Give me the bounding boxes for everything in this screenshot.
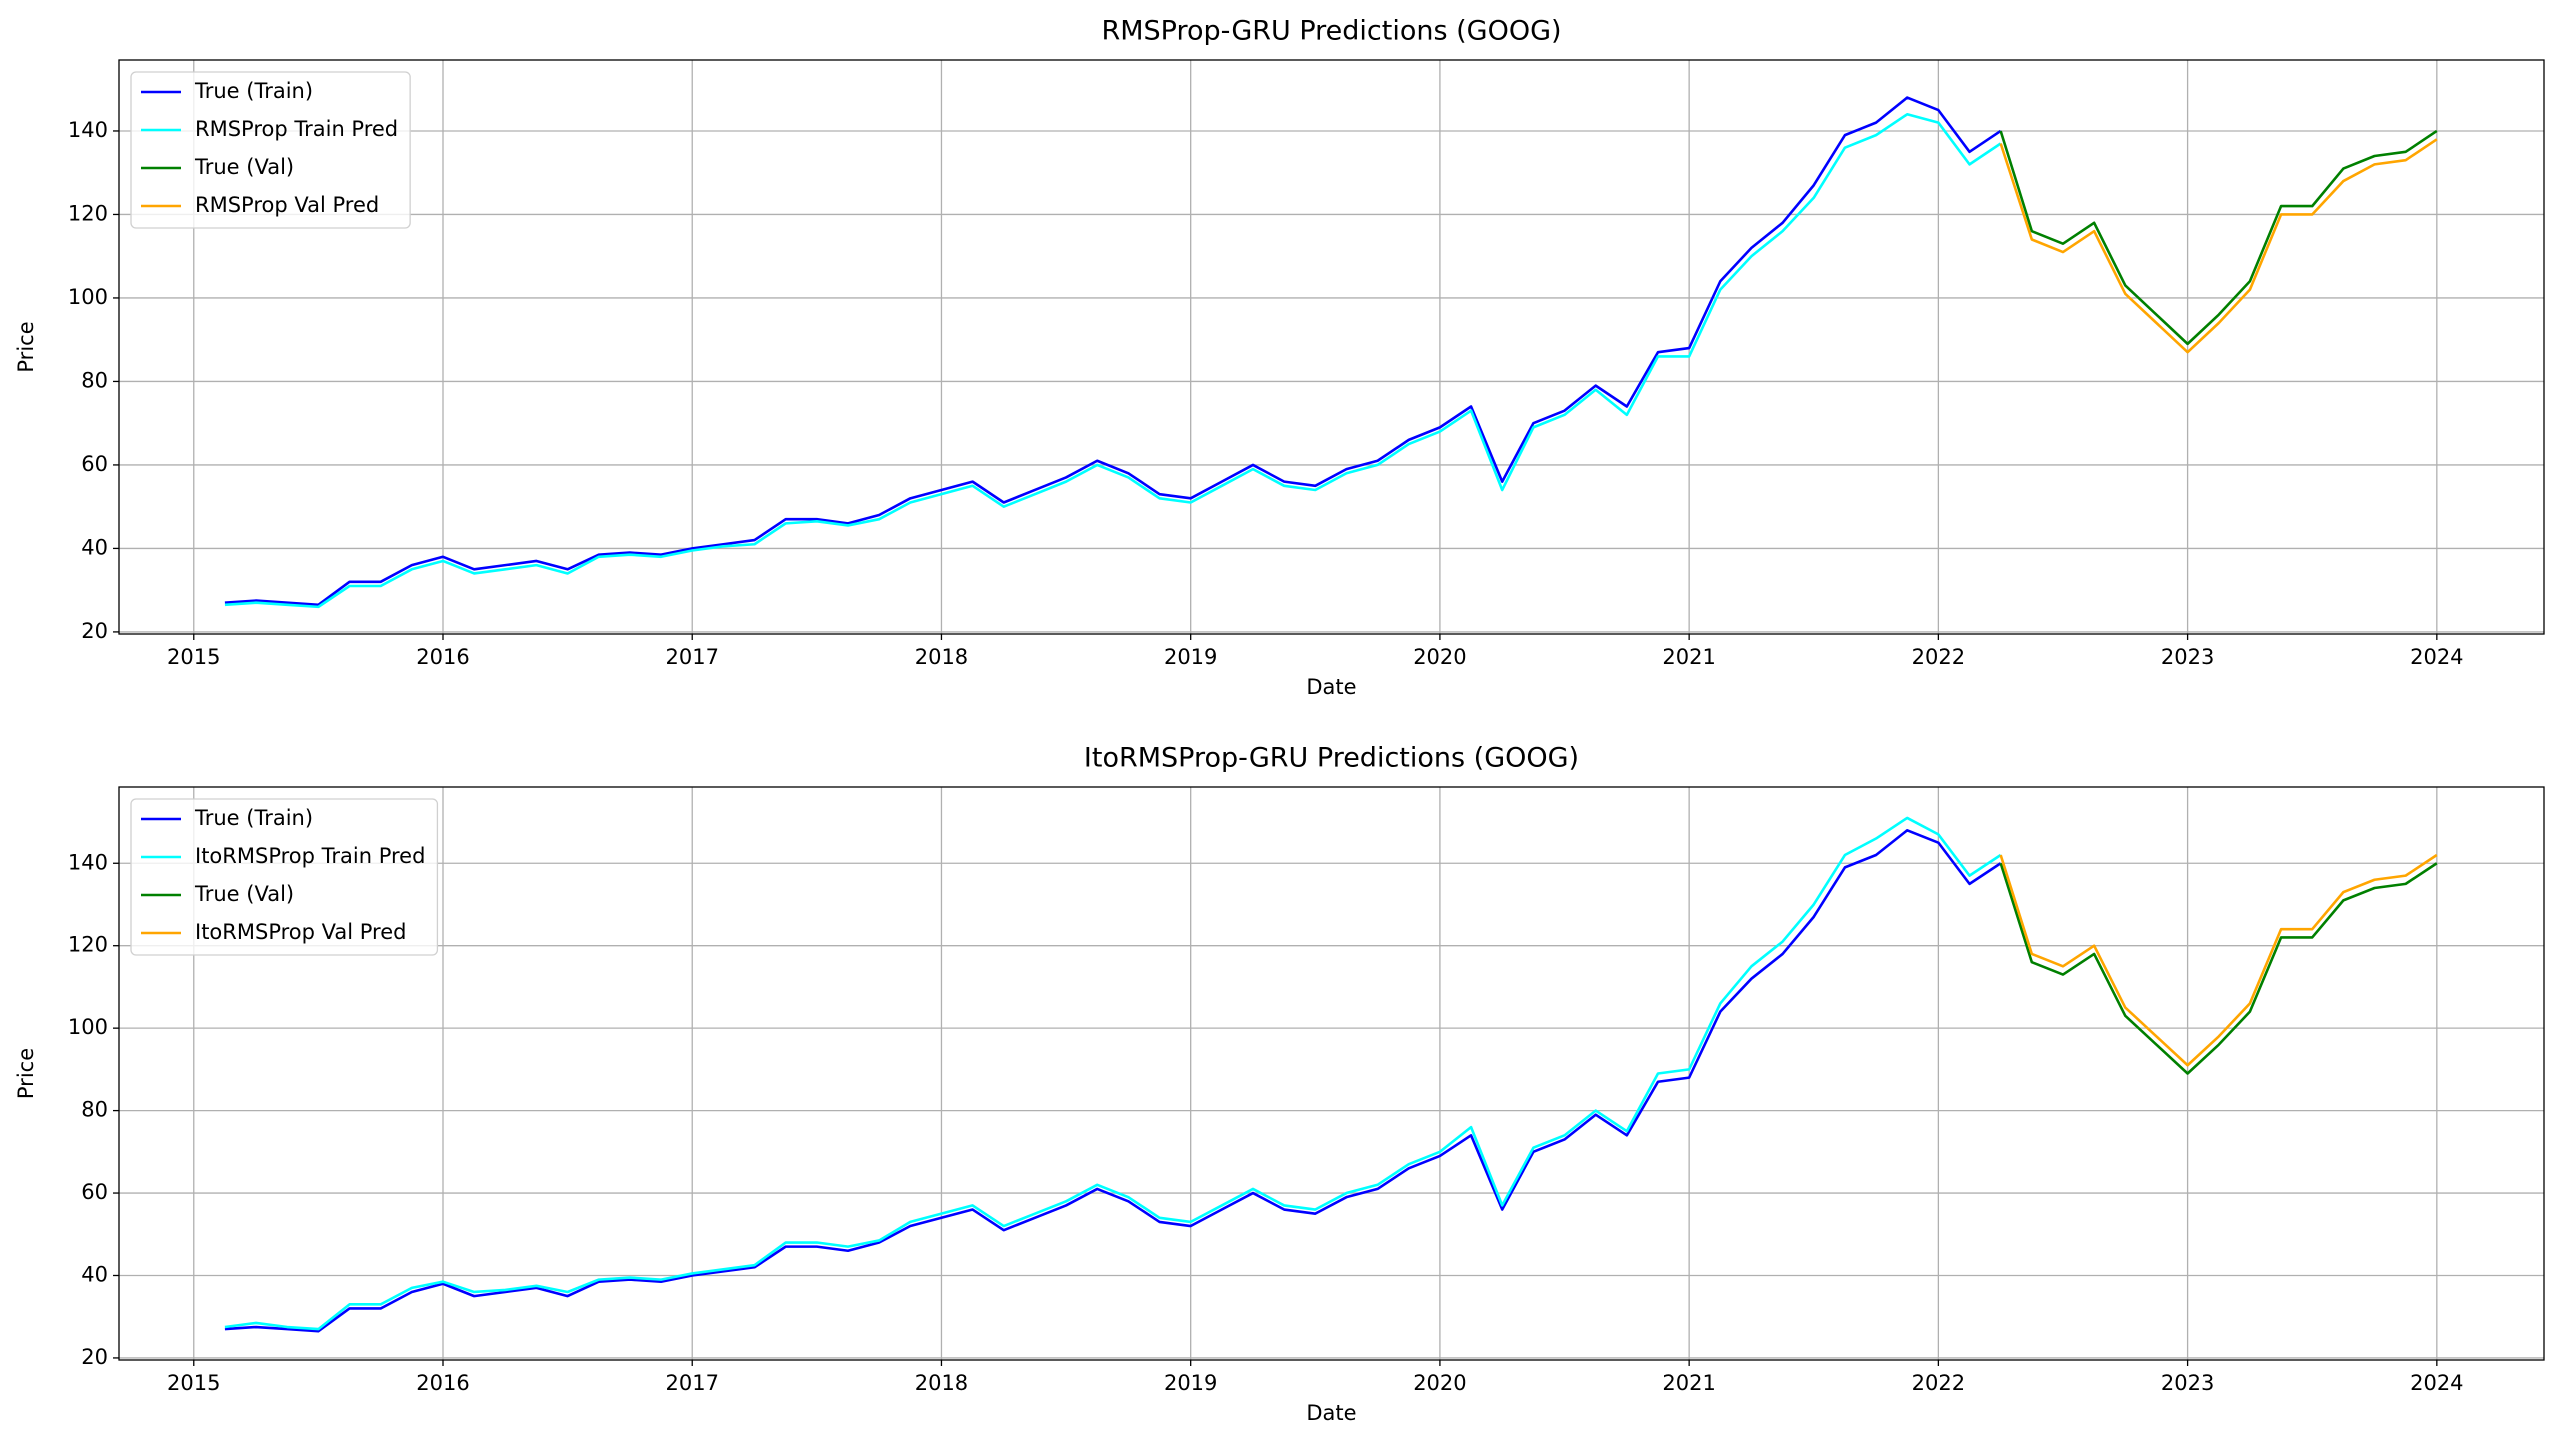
legend: True (Train) ItoRMSProp Train Pred True (V… bbox=[130, 798, 439, 956]
y-tick-label: 120 bbox=[68, 933, 108, 957]
legend-label: True (Train) bbox=[194, 79, 313, 103]
x-tick-label: 2016 bbox=[416, 1371, 469, 1395]
x-tick-label: 2023 bbox=[2161, 645, 2214, 669]
legend: True (Train) RMSProp Train Pred True (Val)… bbox=[130, 71, 411, 229]
legend-label: ItoRMSProp Train Pred bbox=[195, 844, 425, 868]
y-tick-label: 20 bbox=[81, 1345, 108, 1369]
series-line bbox=[1999, 862, 2438, 1075]
axes-frame bbox=[118, 59, 2545, 635]
x-tick-label: 2022 bbox=[1912, 1371, 1965, 1395]
x-tick-label: 2021 bbox=[1662, 1371, 1715, 1395]
y-tick-label: 60 bbox=[81, 452, 108, 476]
legend-label: True (Val) bbox=[194, 155, 294, 179]
y-tick-label: 140 bbox=[68, 850, 108, 874]
x-tick-label: 2021 bbox=[1662, 645, 1715, 669]
y-tick-label: 100 bbox=[68, 285, 108, 309]
y-tick-label: 80 bbox=[81, 1098, 108, 1122]
y-tick-label: 20 bbox=[81, 619, 108, 643]
chart: ItoRMSProp-GRU Predictions (GOOG)2015 201… bbox=[14, 743, 2545, 1425]
y-tick-label: 40 bbox=[81, 1262, 108, 1286]
y-tick-label: 100 bbox=[68, 1015, 108, 1039]
x-axis-label: Date bbox=[1306, 1401, 1356, 1425]
x-tick-label: 2018 bbox=[915, 1371, 968, 1395]
series-line bbox=[224, 828, 2002, 1333]
series-line bbox=[224, 112, 2002, 609]
chart-title: ItoRMSProp-GRU Predictions (GOOG) bbox=[1084, 743, 1579, 774]
legend-label: True (Train) bbox=[194, 806, 313, 830]
series-line bbox=[224, 816, 2002, 1331]
y-tick-label: 60 bbox=[81, 1180, 108, 1204]
x-axis-label: Date bbox=[1306, 675, 1356, 699]
x-tick-label: 2015 bbox=[167, 1371, 220, 1395]
x-tick-label: 2024 bbox=[2410, 645, 2463, 669]
legend-frame bbox=[130, 71, 411, 229]
x-tick-label: 2022 bbox=[1912, 645, 1965, 669]
x-tick-label: 2020 bbox=[1413, 1371, 1466, 1395]
x-tick-label: 2017 bbox=[666, 1371, 719, 1395]
y-tick-label: 80 bbox=[81, 368, 108, 392]
x-tick-label: 2019 bbox=[1164, 645, 1217, 669]
x-tick-label: 2017 bbox=[666, 645, 719, 669]
y-tick-label: 40 bbox=[81, 535, 108, 559]
axes-frame bbox=[118, 786, 2545, 1361]
series-line bbox=[1999, 138, 2438, 354]
legend-frame bbox=[130, 798, 439, 956]
x-tick-label: 2015 bbox=[167, 645, 220, 669]
legend-label: RMSProp Train Pred bbox=[195, 117, 398, 141]
chart-title: RMSProp-GRU Predictions (GOOG) bbox=[1101, 16, 1561, 47]
y-tick-label: 140 bbox=[68, 118, 108, 142]
legend-label: ItoRMSProp Val Pred bbox=[195, 920, 406, 944]
x-tick-label: 2020 bbox=[1413, 645, 1466, 669]
x-tick-label: 2016 bbox=[416, 645, 469, 669]
x-tick-label: 2018 bbox=[915, 645, 968, 669]
y-axis-label: Price bbox=[14, 321, 38, 372]
x-tick-label: 2023 bbox=[2161, 1371, 2214, 1395]
y-axis-label: Price bbox=[14, 1048, 38, 1099]
chart: RMSProp-GRU Predictions (GOOG) 2015 2016 20… bbox=[14, 16, 2545, 699]
y-tick-label: 120 bbox=[68, 201, 108, 225]
series-line bbox=[1999, 129, 2438, 346]
series-line bbox=[224, 96, 2002, 607]
x-tick-label: 2019 bbox=[1164, 1371, 1217, 1395]
x-tick-label: 2024 bbox=[2410, 1371, 2463, 1395]
series-line bbox=[1999, 853, 2438, 1067]
legend-label: RMSProp Val Pred bbox=[195, 193, 379, 217]
legend-label: True (Val) bbox=[194, 882, 294, 906]
